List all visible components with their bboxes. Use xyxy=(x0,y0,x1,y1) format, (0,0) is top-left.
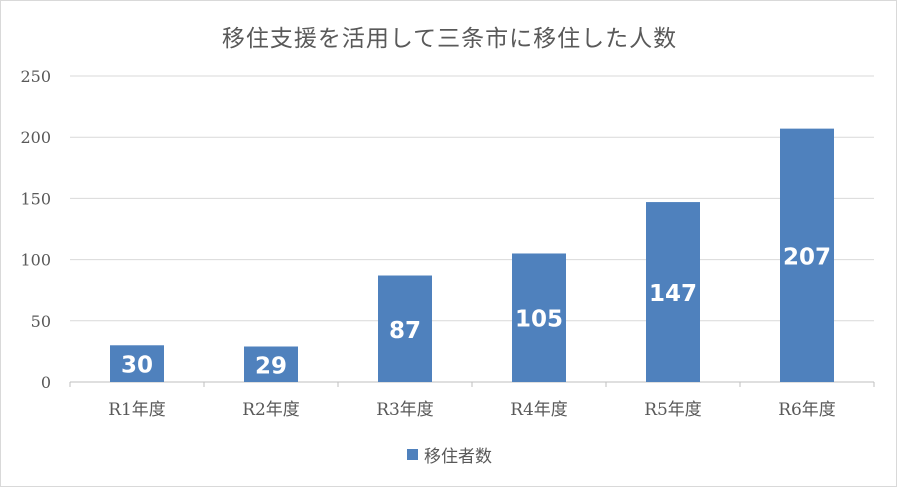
y-tick-label: 250 xyxy=(20,67,51,86)
x-axis-ticks: R1年度 R2年度 R3年度 R4年度 R5年度 R6年度 xyxy=(69,382,875,420)
bar xyxy=(646,202,700,382)
data-label: 29 xyxy=(255,353,287,379)
gridlines xyxy=(70,75,874,383)
chart-title: 移住支援を活用して三条市に移住した人数 xyxy=(221,26,678,52)
x-tick-label: R4年度 xyxy=(510,400,568,420)
bar xyxy=(780,128,834,382)
y-tick-label: 100 xyxy=(20,251,51,270)
x-tick-label: R2年度 xyxy=(242,400,300,420)
data-label: 147 xyxy=(649,281,697,307)
data-label: 207 xyxy=(783,244,831,270)
y-axis-ticks: 0 50 100 150 200 250 xyxy=(20,67,51,392)
x-tick-label: R6年度 xyxy=(778,400,836,420)
data-labels: 30 29 87 105 147 207 xyxy=(121,244,831,379)
legend-label: 移住者数 xyxy=(424,447,492,467)
bar xyxy=(378,275,432,382)
x-tick-label: R1年度 xyxy=(108,400,166,420)
x-tick-label: R3年度 xyxy=(376,400,434,420)
data-label: 30 xyxy=(121,353,153,379)
bar xyxy=(244,346,298,382)
y-tick-label: 50 xyxy=(31,312,51,331)
data-label: 87 xyxy=(389,318,421,344)
y-tick-label: 200 xyxy=(20,128,51,147)
bar xyxy=(110,345,164,382)
legend: 移住者数 xyxy=(1,442,897,467)
bar xyxy=(512,253,566,382)
y-tick-label: 0 xyxy=(41,373,51,392)
y-tick-label: 150 xyxy=(20,189,51,208)
data-label: 105 xyxy=(515,307,563,333)
legend-swatch xyxy=(407,449,418,460)
bars xyxy=(110,128,834,382)
x-tick-label: R5年度 xyxy=(644,400,702,420)
